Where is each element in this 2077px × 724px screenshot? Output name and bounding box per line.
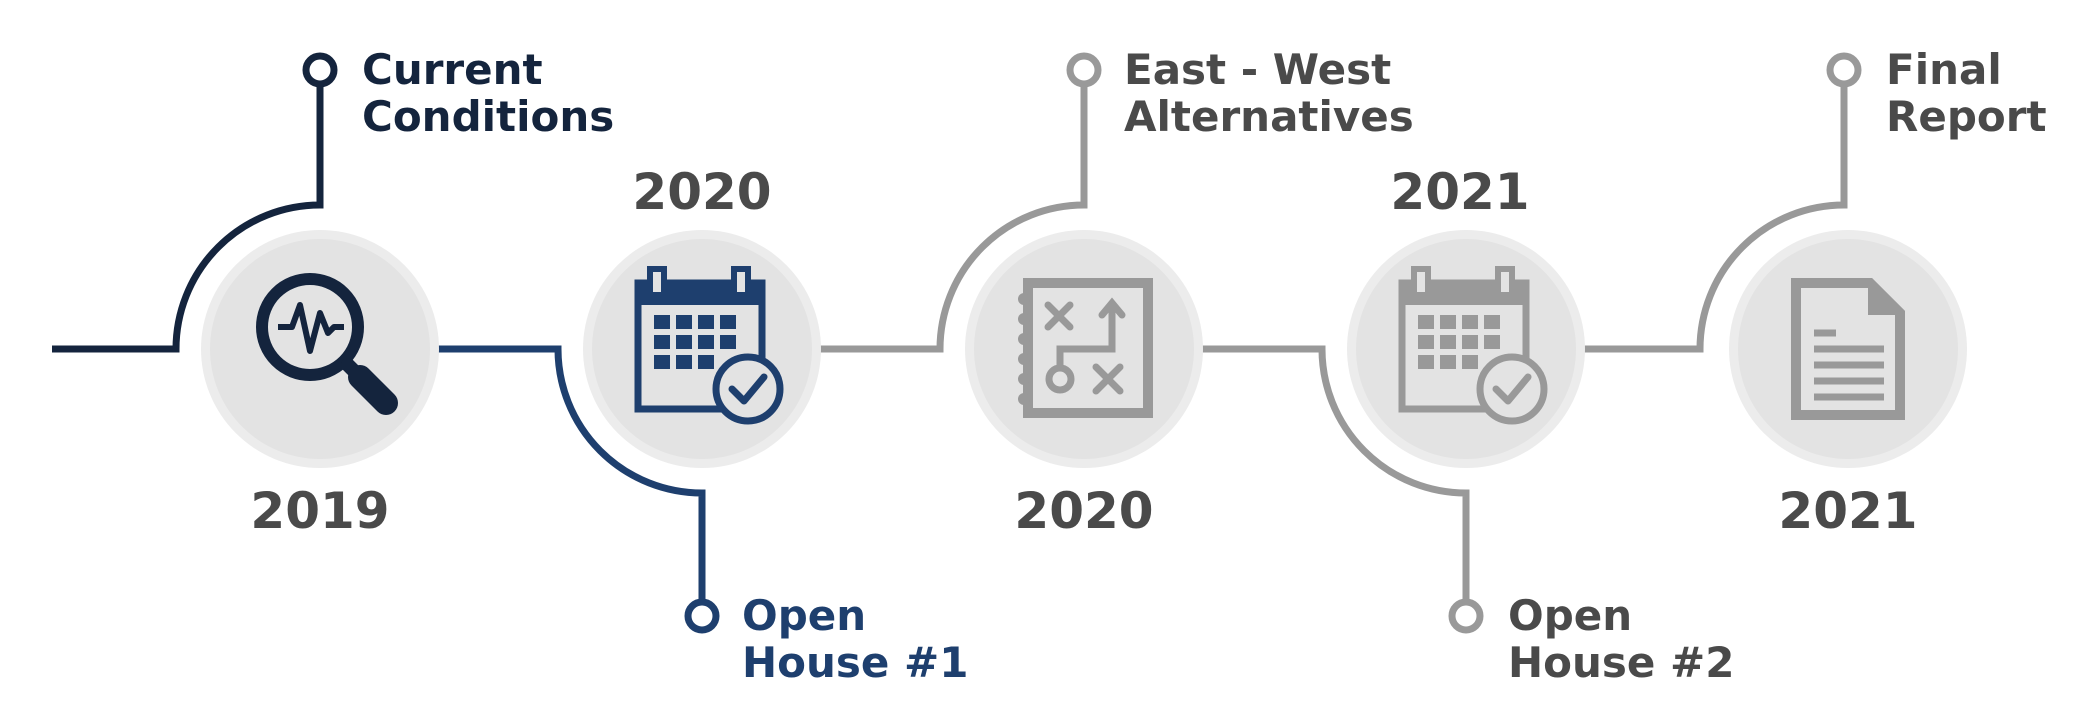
node-ring-1 bbox=[302, 52, 338, 88]
connector-5 bbox=[1584, 82, 1848, 353]
strategy-notebook-icon bbox=[1018, 278, 1153, 418]
year-label-1: 2019 bbox=[250, 482, 389, 540]
milestone-label-5: Final Report bbox=[1886, 45, 2047, 141]
connector-4 bbox=[1202, 345, 1470, 601]
year-label-4: 2021 bbox=[1390, 163, 1529, 221]
calendar-check-icon bbox=[634, 266, 784, 425]
node-ring-4 bbox=[1448, 598, 1484, 634]
milestone-label-3: East - West Alternatives bbox=[1124, 45, 1414, 141]
year-label-3: 2020 bbox=[1014, 482, 1153, 540]
node-ring-3 bbox=[1066, 52, 1102, 88]
connector-1 bbox=[52, 82, 324, 353]
connector-nodes bbox=[302, 52, 1862, 634]
node-ring-2 bbox=[684, 598, 720, 634]
connector-3 bbox=[820, 82, 1088, 353]
milestone-circle-1 bbox=[201, 230, 439, 468]
timeline-connectors bbox=[52, 82, 1848, 601]
milestone-label-4: Open House #2 bbox=[1508, 591, 1734, 687]
milestone-label-2: Open House #1 bbox=[742, 591, 968, 687]
milestone-label-1: Current Conditions bbox=[362, 45, 614, 141]
node-ring-5 bbox=[1826, 52, 1862, 88]
year-label-5: 2021 bbox=[1778, 482, 1917, 540]
year-label-2: 2020 bbox=[632, 163, 771, 221]
year-labels: 2019 2020 2020 2021 2021 bbox=[250, 163, 1917, 540]
magnifier-pulse-icon bbox=[256, 273, 398, 415]
document-icon bbox=[1791, 278, 1905, 420]
milestone-labels: Current Conditions Open House #1 East - … bbox=[362, 45, 2047, 687]
connector-2 bbox=[438, 345, 706, 601]
calendar-check-icon bbox=[1398, 266, 1548, 425]
